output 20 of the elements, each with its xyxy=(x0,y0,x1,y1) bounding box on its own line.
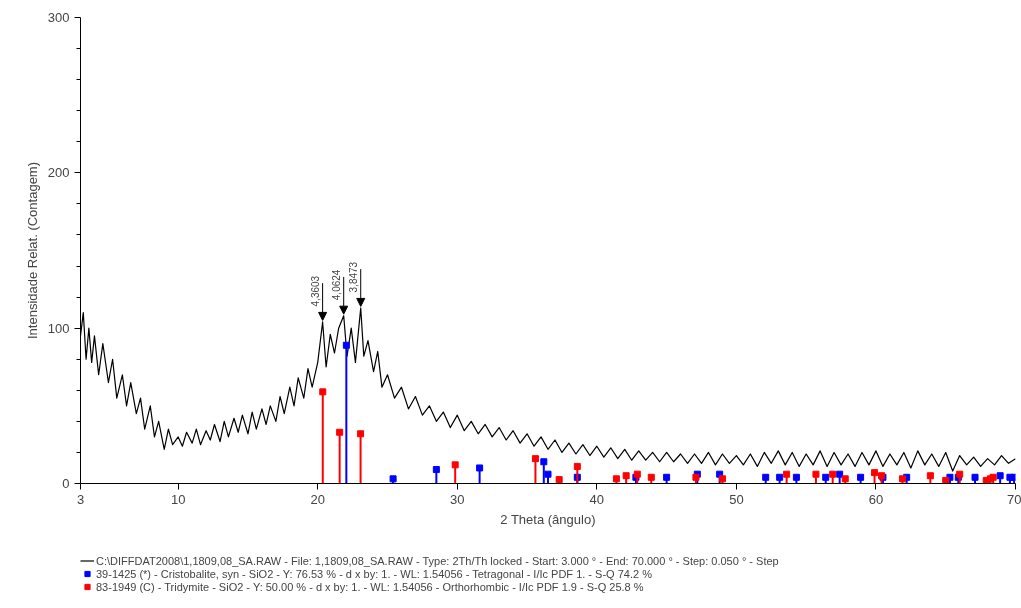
x-axis-title: 2 Theta (ângulo) xyxy=(500,511,596,527)
x-tick-label: 30 xyxy=(450,491,465,507)
y-tick-label: 100 xyxy=(47,320,70,336)
annotation: 4,0624 xyxy=(330,269,342,301)
x-tick-label: 10 xyxy=(170,491,186,507)
x-tick-label: 50 xyxy=(729,491,744,507)
annotation: 3,8473 xyxy=(347,261,359,293)
y-tick-label: 0 xyxy=(62,476,70,491)
y-tick-label: 300 xyxy=(47,10,70,25)
x-tick-label: 3 xyxy=(76,491,85,507)
x-tick-label: 40 xyxy=(589,491,605,507)
legend-label: C:\DIFFDAT2008\1,1809,08_SA.RAW - File: 1,1809,08_SA.RAW - Type: 2Th/Th locked - Start: 3.000 ° - End: 70.000 ° - Step: 0.050 ° - Step xyxy=(96,554,779,567)
annotation: 4,3603 xyxy=(309,275,321,307)
x-tick-label: 70 xyxy=(1007,491,1021,507)
legend-label: 83-1949 (C) - Tridymite - SiO2 - Y: 50.00 % - d x by: 1. - WL: 1.54056 - Orthorhombic - I/Ic PDF 1.9 - S-Q 25.8 % xyxy=(96,580,644,593)
legend-label: 39-1425 (*) - Cristobalite, syn - SiO2 - Y: 76.53 % - d x by: 1. - WL: 1.54056 - Tetragonal - I/Ic PDF 1. - S-Q 74.2 % xyxy=(96,567,652,580)
x-tick-label: 60 xyxy=(868,491,884,507)
y-tick-label: 200 xyxy=(47,165,70,181)
x-tick-label: 20 xyxy=(310,491,325,507)
y-axis-title: Intensidade Relat. (Contagem) xyxy=(24,161,40,340)
